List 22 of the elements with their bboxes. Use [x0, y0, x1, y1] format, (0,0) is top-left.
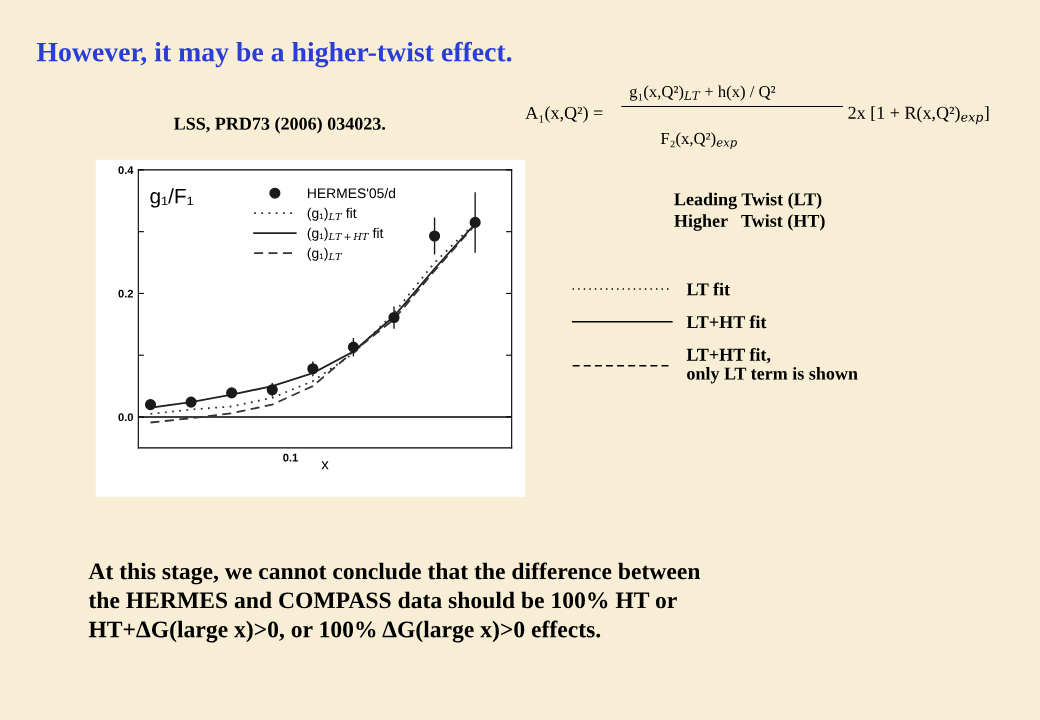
legend-label: (g₁)$_{LT}$ [307, 247, 343, 261]
chart-title: However, it may be a higher-twist effect. [36, 41, 512, 68]
text: LT+HT fit, only LT term is shown [686, 347, 858, 384]
legend-label: (g₁)$_{LT+HT}$ fit [307, 227, 384, 241]
text: LT fit [686, 282, 730, 296]
text: 2x [1 + R(x,Q²)$_{exp}$] [848, 106, 989, 125]
x-axis-title: x [321, 461, 329, 470]
legend-label: (g₁)$_{LT}$ fit [307, 207, 357, 221]
annotation: g₁/F₁ [150, 188, 194, 208]
text: LSS, PRD73 (2006) 034023. [173, 117, 386, 134]
y-tick-label: 0.2 [118, 289, 134, 298]
legend-label: HERMES'05/d [307, 187, 396, 199]
text: g₁(x,Q²)$_{LT}$ + h(x) / Q² [629, 85, 776, 101]
text: A₁(x,Q²) = [525, 106, 603, 123]
y-tick-label: 0.4 [118, 166, 134, 175]
text: LT+HT fit [686, 315, 767, 329]
text: Higher Twist (HT) [674, 214, 825, 231]
text: At this stage, we cannot conclude that the difference between the HERMES and COMPASS data should be 100% HT or HT+ΔG(large x)>0, or 100% ΔG(large x)>0 effects. [88, 562, 701, 643]
text: F₂(x,Q²)$_{exp}$ [660, 132, 737, 149]
y-tick-label: 0.0 [118, 413, 133, 422]
text: 0.1 [283, 453, 298, 462]
text: Leading Twist (LT) [674, 192, 822, 210]
